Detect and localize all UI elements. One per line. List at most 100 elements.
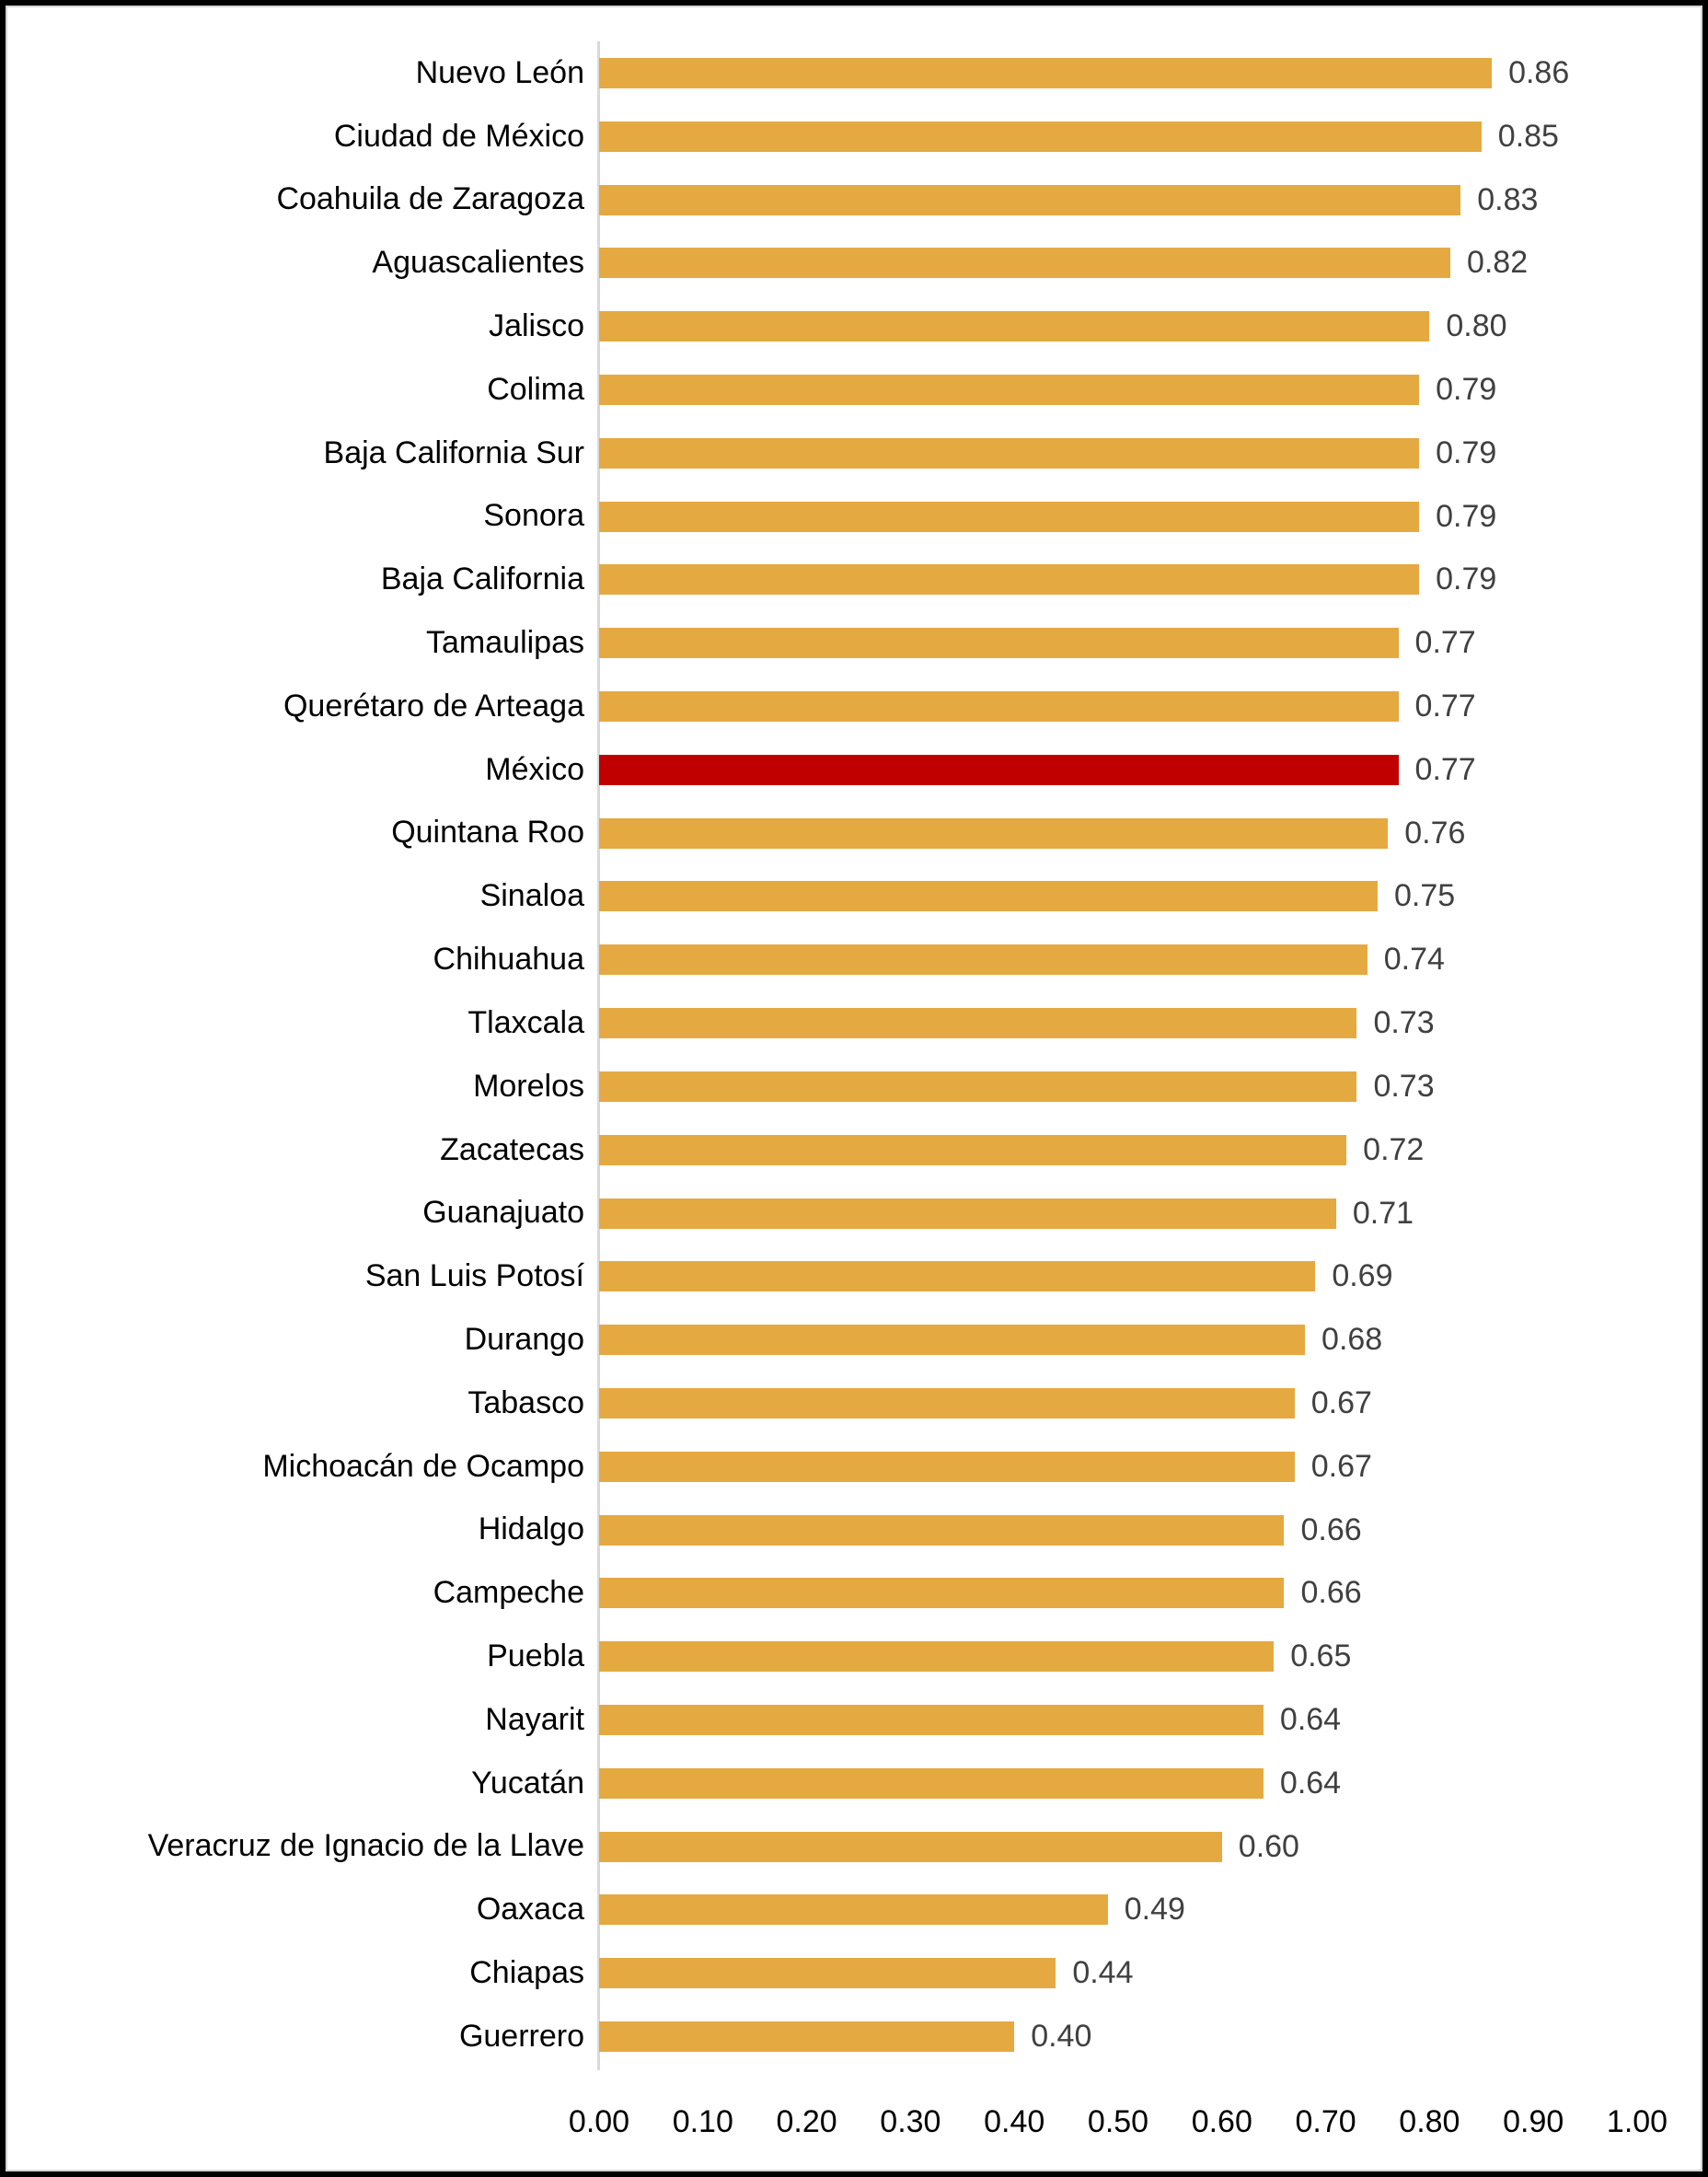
bar (599, 1831, 1222, 1862)
bar-track: 0.60 (599, 1828, 1708, 1864)
x-tick-label: 0.80 (1399, 2104, 1460, 2139)
bar-track: 0.66 (599, 1575, 1708, 1611)
bar-row: Zacatecas 0.72 (0, 1118, 1708, 1182)
value-label: 0.66 (1300, 1511, 1362, 1547)
category-label: Querétaro de Arteaga (283, 688, 584, 724)
bar-track: 0.82 (599, 245, 1708, 280)
value-label: 0.86 (1508, 54, 1570, 90)
bar (599, 437, 1420, 469)
value-label: 0.65 (1290, 1639, 1352, 1674)
value-label: 0.60 (1238, 1828, 1299, 1864)
bar (599, 1514, 1285, 1546)
bar-row: San Luis Potosí 0.69 (0, 1245, 1708, 1308)
category-label: Oaxaca (476, 1892, 584, 1928)
bar-track: 0.75 (599, 878, 1708, 914)
category-label: México (485, 751, 584, 787)
value-label: 0.66 (1300, 1575, 1362, 1611)
category-label: Baja California Sur (323, 434, 584, 470)
value-label: 0.76 (1404, 815, 1466, 851)
value-label: 0.67 (1310, 1384, 1372, 1420)
value-label: 0.85 (1497, 118, 1559, 154)
bar (599, 1198, 1336, 1229)
bar-row: México 0.77 (0, 738, 1708, 802)
x-tick-label: 0.90 (1503, 2104, 1564, 2139)
bar-track: 0.69 (599, 1258, 1708, 1293)
bar-row: Baja California 0.79 (0, 549, 1708, 612)
bar-row: Guanajuato 0.71 (0, 1182, 1708, 1245)
value-label: 0.74 (1383, 942, 1445, 978)
bar (599, 1705, 1264, 1736)
bar-track: 0.68 (599, 1322, 1708, 1358)
bar (599, 1894, 1108, 1926)
value-label: 0.49 (1124, 1892, 1185, 1928)
bar-row: Yucatán 0.64 (0, 1752, 1708, 1815)
bar-row: Oaxaca 0.49 (0, 1879, 1708, 1942)
bar-row: Puebla 0.65 (0, 1625, 1708, 1688)
bar-row: Morelos 0.73 (0, 1055, 1708, 1118)
bar-track: 0.77 (599, 689, 1708, 724)
category-label: Zacatecas (440, 1131, 584, 1167)
value-label: 0.71 (1352, 1195, 1414, 1231)
bar-track: 0.86 (599, 54, 1708, 90)
bar-track: 0.77 (599, 625, 1708, 660)
x-tick-label: 0.40 (984, 2104, 1045, 2139)
category-label: Yucatán (471, 1765, 584, 1801)
value-label: 0.75 (1394, 878, 1456, 914)
bar-track: 0.85 (599, 118, 1708, 154)
bar (599, 1071, 1357, 1102)
bar-row: Chiapas 0.44 (0, 1941, 1708, 2005)
bar-row: Baja California Sur 0.79 (0, 422, 1708, 485)
bar-row: Michoacán de Ocampo 0.67 (0, 1435, 1708, 1499)
bar (599, 1578, 1285, 1609)
value-label: 0.79 (1436, 498, 1497, 534)
bar (599, 374, 1420, 405)
value-label: 0.79 (1436, 371, 1497, 407)
category-label: Tabasco (467, 1384, 584, 1420)
bar-track: 0.74 (599, 942, 1708, 978)
category-label: Nayarit (485, 1701, 584, 1737)
x-tick-label: 0.30 (880, 2104, 941, 2139)
bar-row: Sonora 0.79 (0, 485, 1708, 549)
bar-track: 0.67 (599, 1449, 1708, 1484)
x-tick-label: 0.10 (672, 2104, 733, 2139)
bar-highlighted (599, 754, 1399, 785)
bar-row: Tlaxcala 0.73 (0, 991, 1708, 1055)
category-label: Durango (464, 1321, 584, 1357)
bar-track: 0.79 (599, 498, 1708, 534)
value-label: 0.80 (1446, 308, 1507, 344)
category-label: Colima (487, 371, 584, 407)
bar-row: Tamaulipas 0.77 (0, 611, 1708, 675)
value-label: 0.40 (1031, 2019, 1092, 2055)
bar-row: Guerrero 0.40 (0, 2005, 1708, 2068)
bar-track: 0.49 (599, 1892, 1708, 1928)
bar (599, 1767, 1264, 1799)
category-label: San Luis Potosí (364, 1258, 584, 1294)
bar (599, 501, 1420, 532)
bar-track: 0.40 (599, 2019, 1708, 2055)
category-label: Chihuahua (433, 942, 584, 978)
value-label: 0.68 (1321, 1322, 1383, 1358)
bar-track: 0.71 (599, 1195, 1708, 1231)
y-axis-line (597, 41, 600, 2070)
category-label: Tamaulipas (426, 625, 584, 661)
bar-row: Coahuila de Zaragoza 0.83 (0, 168, 1708, 232)
bar-row: Nuevo León 0.86 (0, 41, 1708, 105)
bar-row: Jalisco 0.80 (0, 295, 1708, 358)
bar-track: 0.83 (599, 182, 1708, 217)
bar (599, 1451, 1295, 1482)
bar-row: Tabasco 0.67 (0, 1372, 1708, 1435)
value-label: 0.73 (1373, 1068, 1435, 1104)
category-label: Nuevo León (415, 54, 584, 90)
value-label: 0.44 (1072, 1955, 1134, 1991)
x-tick-label: 0.20 (776, 2104, 837, 2139)
bar (599, 1387, 1295, 1419)
bar (599, 1958, 1056, 1989)
category-label: Baja California (380, 562, 584, 597)
category-label: Aguascalientes (372, 245, 584, 281)
bar-row: Nayarit 0.64 (0, 1688, 1708, 1752)
bar-row: Sinaloa 0.75 (0, 865, 1708, 929)
bar-row: Querétaro de Arteaga 0.77 (0, 675, 1708, 738)
category-label: Morelos (473, 1068, 584, 1104)
value-label: 0.79 (1436, 562, 1497, 597)
category-label: Coahuila de Zaragoza (276, 181, 584, 217)
